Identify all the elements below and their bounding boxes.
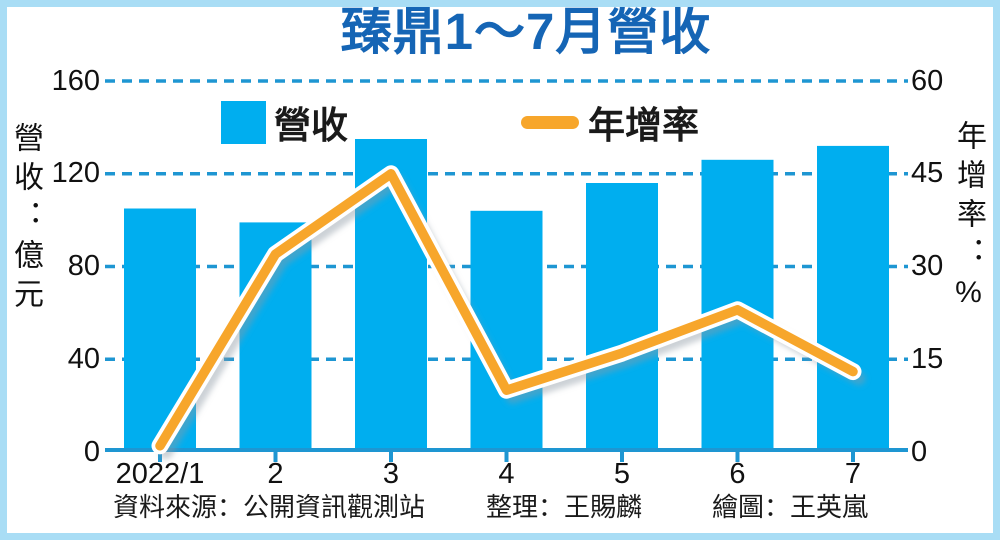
right-axis-tick-45: 45 (911, 157, 944, 190)
right-axis-tick-60: 60 (911, 64, 944, 97)
right-axis-tick-30: 30 (911, 250, 944, 282)
x-axis-label-3: 3 (382, 458, 400, 490)
revenue-legend-swatch (221, 100, 266, 144)
editor-note: 整理：王賜麟 (486, 492, 643, 522)
left-axis-tick-160: 160 (51, 64, 100, 97)
legend-revenue: 營收 (221, 99, 348, 146)
revenue-legend-label: 營收 (274, 105, 348, 146)
x-axis-label-6: 6 (729, 458, 746, 490)
x-axis-label-7: 7 (844, 458, 862, 490)
plot-area (105, 79, 908, 462)
left-axis-tick-80: 80 (67, 250, 100, 282)
right-axis-tick-0: 0 (911, 435, 928, 468)
right-axis-title: 年增率：% (952, 120, 985, 318)
yoy-legend-swatch (521, 115, 579, 129)
x-axis-label-2: 2 (267, 458, 284, 490)
source-note: 資料來源：公開資訊觀測站 (113, 492, 426, 522)
left-axis-title: 營收：億元 (9, 122, 42, 317)
bar-5 (586, 183, 658, 452)
yoy-legend-label: 年增率 (588, 105, 699, 146)
left-axis-tick-120: 120 (51, 157, 100, 190)
chart-title: 臻鼎1～7月營收 (340, 3, 712, 60)
artist-note: 繪圖：王英嵐 (712, 492, 869, 522)
yoy-line (155, 169, 858, 451)
x-axis-label-4: 4 (498, 458, 515, 490)
x-axis-label-5: 5 (613, 458, 631, 490)
legend-yoy: 年增率 (521, 99, 699, 146)
left-axis-tick-0: 0 (83, 435, 100, 468)
bar-7 (817, 145, 889, 452)
right-axis-tick-15: 15 (911, 342, 944, 375)
left-axis-tick-40: 40 (67, 342, 100, 375)
x-axis-label-2022/1: 2022/1 (115, 458, 205, 490)
